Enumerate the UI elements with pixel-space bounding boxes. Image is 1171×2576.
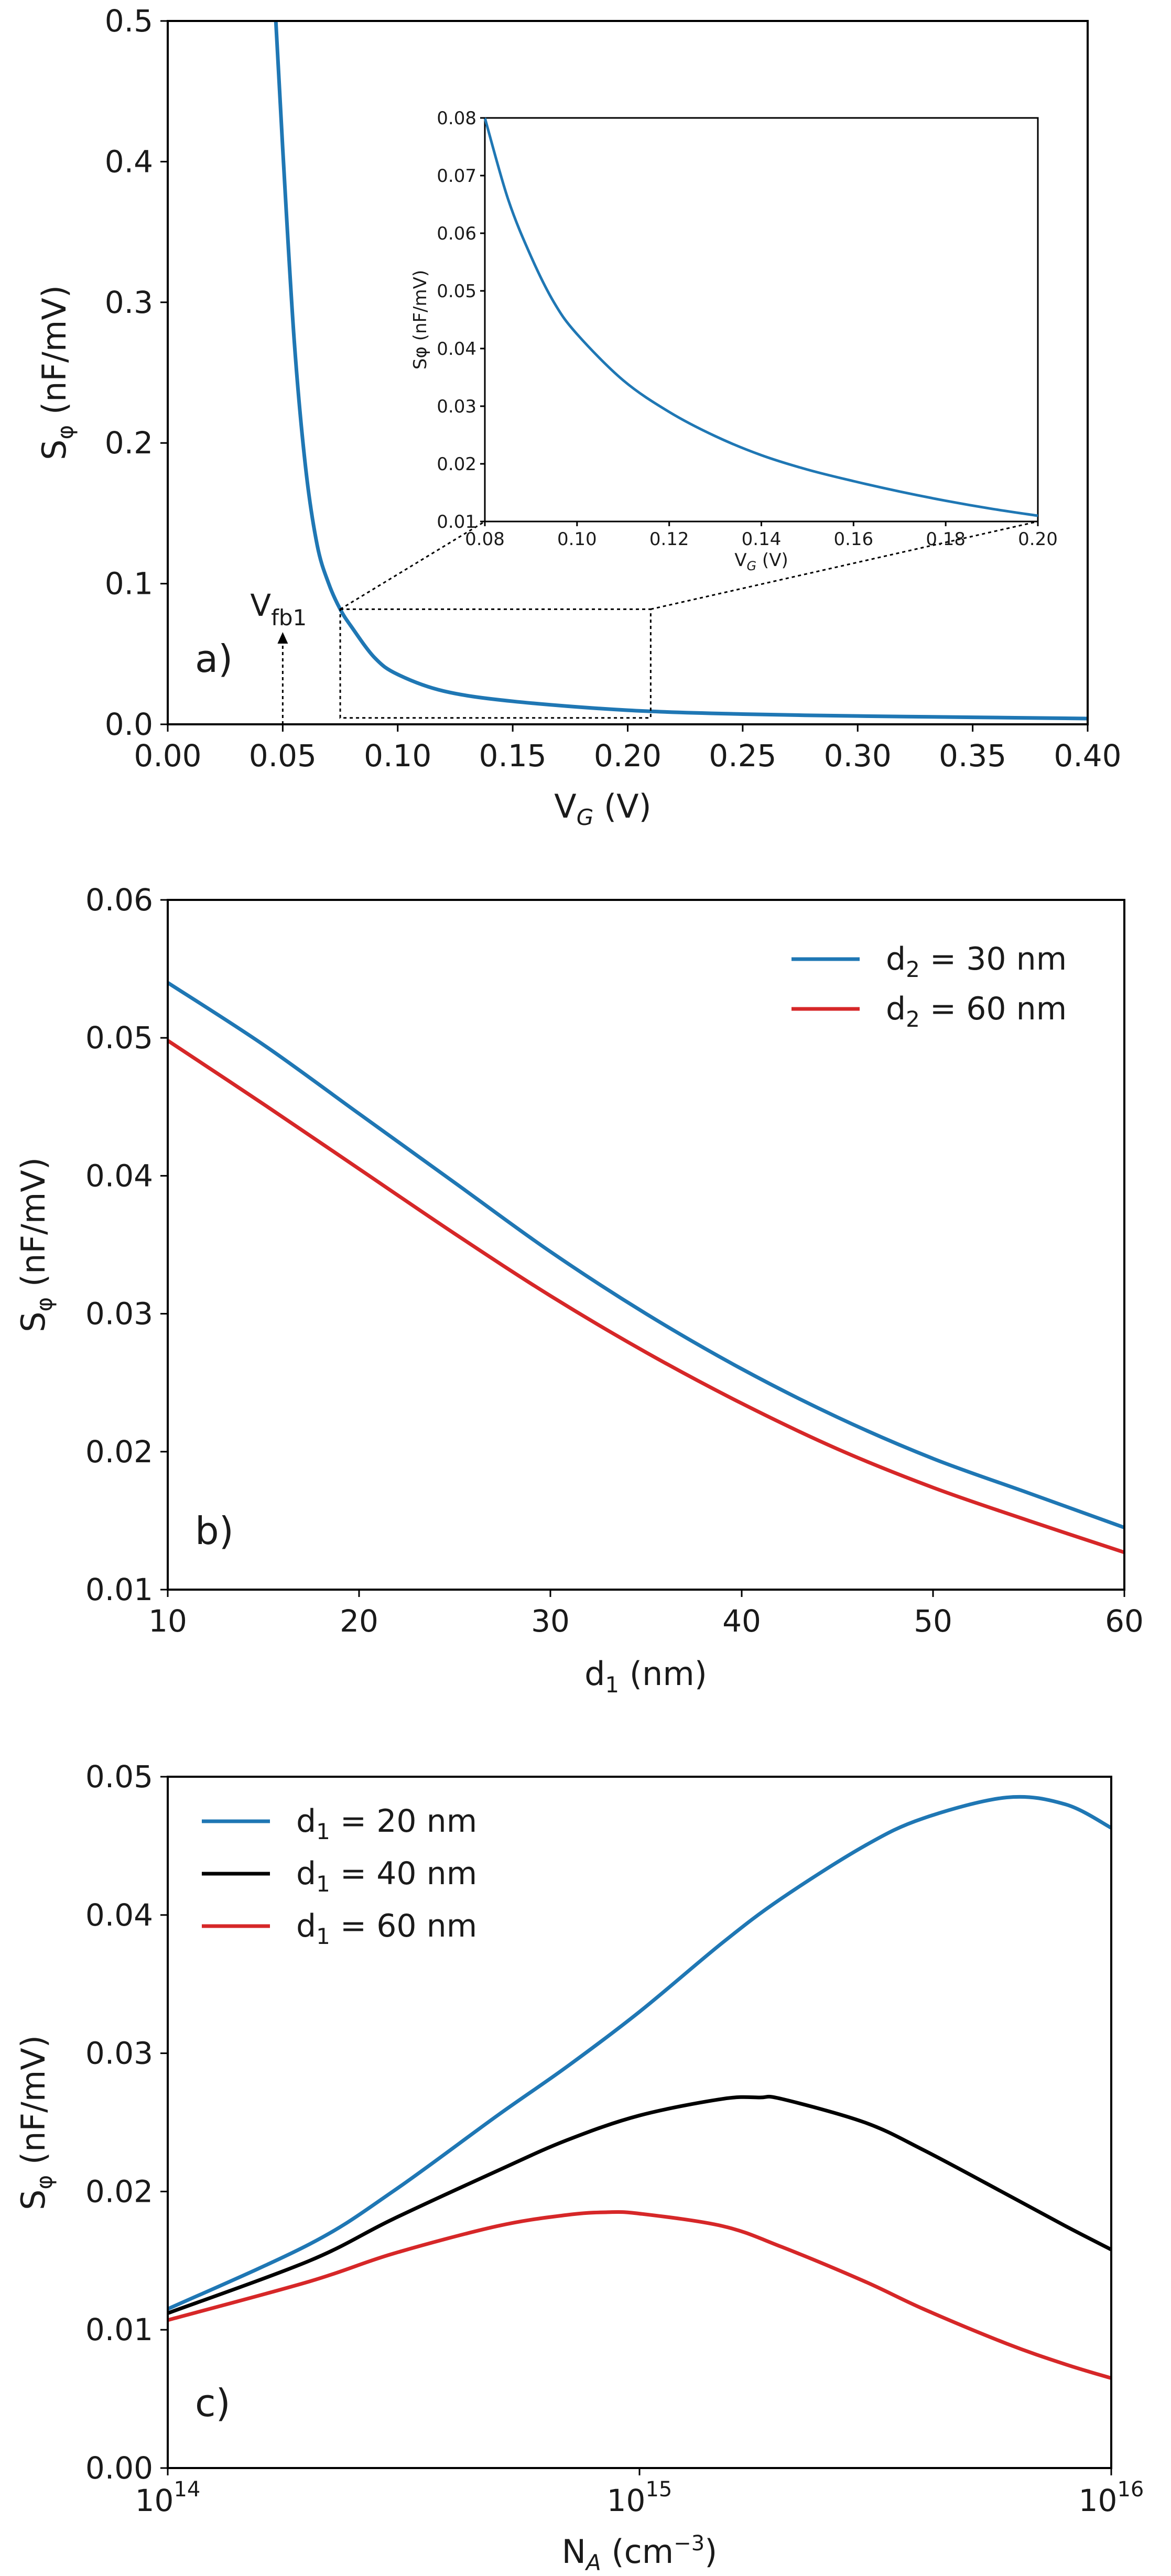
x-tick-label: 30 bbox=[531, 1603, 570, 1639]
c-series-3-line bbox=[168, 2210, 1111, 2381]
zoom-connector-left bbox=[340, 520, 485, 610]
inset-xlabel: VG (V) bbox=[734, 550, 788, 573]
legend-label: d2 = 60 nm bbox=[886, 991, 1067, 1032]
zoom-region-box bbox=[339, 608, 652, 719]
x-tick-label: 0.00 bbox=[134, 738, 201, 774]
x-tick-label: 1014 bbox=[135, 2477, 201, 2518]
inset-y-tick-label: 0.06 bbox=[437, 223, 476, 244]
inset-ylabel: Sφ (nF/mV) bbox=[410, 270, 431, 369]
panel-a-ylabel: Sφ (nF/mV) bbox=[35, 285, 78, 460]
panel-a: 0.00 0.05 0.10 0.15 0.20 0.25 0.30 0.35 0.40 0.0… bbox=[35, 3, 1122, 830]
panel-b-label: b) bbox=[195, 1509, 234, 1553]
legend-label: d1 = 60 nm bbox=[296, 1908, 477, 1949]
panel-b-axes-frame bbox=[167, 899, 1125, 1591]
x-tick-label: 20 bbox=[340, 1603, 378, 1639]
inset-y-tick-label: 0.01 bbox=[437, 512, 476, 532]
y-tick-label: 0.03 bbox=[85, 2036, 153, 2071]
vfb1-arrowhead bbox=[277, 632, 288, 644]
x-tick-label: 1015 bbox=[607, 2477, 673, 2518]
inset-x-tick-label: 0.20 bbox=[1018, 529, 1058, 550]
y-tick-label: 0.5 bbox=[105, 3, 153, 39]
panel-b-ylabel: Sφ (nF/mV) bbox=[14, 1157, 57, 1332]
panel-a-xlabel: VG (V) bbox=[554, 787, 651, 830]
b-series-2-line bbox=[168, 1038, 1124, 1555]
x-tick-label: 50 bbox=[914, 1603, 952, 1639]
inset-y-tick-label: 0.07 bbox=[437, 166, 476, 187]
x-tick-label: 0.25 bbox=[709, 738, 776, 774]
inset-axes-frame bbox=[484, 117, 1039, 523]
inset-x-tick-label: 0.16 bbox=[833, 529, 873, 550]
inset-series-line bbox=[483, 117, 1038, 517]
inset-y-tick-label: 0.02 bbox=[437, 454, 476, 475]
inset-y-tick-label: 0.08 bbox=[437, 108, 476, 129]
x-tick-label: 60 bbox=[1105, 1603, 1144, 1639]
y-tick-label: 0.0 bbox=[105, 707, 153, 742]
y-tick-label: 0.04 bbox=[85, 1897, 153, 1933]
x-tick-label: 10 bbox=[148, 1603, 187, 1639]
panel-c-xlabel: NA (cm−3) bbox=[562, 2531, 718, 2575]
panel-c-ylabel: Sφ (nF/mV) bbox=[14, 2035, 57, 2210]
legend-label: d1 = 20 nm bbox=[296, 1803, 477, 1844]
y-tick-label: 0.4 bbox=[105, 144, 153, 179]
legend-label: d1 = 40 nm bbox=[296, 1855, 477, 1897]
panel-c: 1014 1015 1016 0.00 0.01 0.02 0.03 0.04 0.05 d1… bbox=[14, 1759, 1144, 2575]
y-tick-label: 0.05 bbox=[85, 1020, 153, 1056]
x-tick-label: 0.15 bbox=[479, 738, 547, 774]
y-tick-label: 0.1 bbox=[105, 566, 153, 602]
a-series-1-line bbox=[274, 21, 1088, 721]
x-tick-label: 40 bbox=[722, 1603, 761, 1639]
inset-x-tick-label: 0.08 bbox=[465, 529, 505, 550]
y-tick-label: 0.01 bbox=[85, 2312, 153, 2347]
b-series-1-line bbox=[168, 981, 1124, 1530]
x-tick-label: 0.05 bbox=[249, 738, 317, 774]
y-tick-label: 0.2 bbox=[105, 425, 153, 461]
inset-x-tick-label: 0.12 bbox=[649, 529, 689, 550]
y-tick-label: 0.02 bbox=[85, 1434, 153, 1470]
x-tick-label: 0.30 bbox=[824, 738, 892, 774]
panel-b-xlabel: d1 (nm) bbox=[584, 1655, 707, 1698]
x-tick-label: 0.20 bbox=[594, 738, 662, 774]
y-tick-label: 0.00 bbox=[85, 2450, 153, 2486]
panel-a-axes-frame bbox=[167, 20, 1089, 725]
y-tick-label: 0.04 bbox=[85, 1158, 153, 1193]
c-series-2-line bbox=[168, 2094, 1111, 2316]
y-tick-label: 0.01 bbox=[85, 1572, 153, 1607]
inset-y-tick-label: 0.04 bbox=[437, 339, 476, 360]
x-tick-label: 0.35 bbox=[939, 738, 1006, 774]
inset-x-tick-label: 0.18 bbox=[926, 529, 966, 550]
y-tick-label: 0.3 bbox=[105, 285, 153, 320]
c-series-1-line bbox=[168, 1795, 1111, 2311]
inset-x-tick-label: 0.10 bbox=[557, 529, 597, 550]
y-tick-label: 0.03 bbox=[85, 1296, 153, 1332]
y-tick-label: 0.02 bbox=[85, 2173, 153, 2209]
panel-b: 10 20 30 40 50 60 0.01 0.02 0.03 0.04 0.05 0.06 d2… bbox=[14, 882, 1144, 1698]
x-tick-label: 0.10 bbox=[364, 738, 431, 774]
inset-y-tick-label: 0.03 bbox=[437, 396, 476, 417]
y-tick-label: 0.05 bbox=[85, 1759, 153, 1795]
panel-c-axes-frame bbox=[167, 1776, 1112, 2469]
panel-a-label: a) bbox=[195, 637, 233, 681]
y-tick-label: 0.06 bbox=[85, 882, 153, 918]
inset-y-tick-label: 0.05 bbox=[437, 281, 476, 302]
x-tick-label: 1016 bbox=[1079, 2477, 1144, 2518]
vfb1-label: Vfb1 bbox=[250, 588, 307, 631]
panel-c-label: c) bbox=[195, 2381, 231, 2425]
inset-x-tick-label: 0.14 bbox=[742, 529, 782, 550]
legend-label: d2 = 30 nm bbox=[886, 941, 1067, 982]
x-tick-label: 0.40 bbox=[1054, 738, 1121, 774]
